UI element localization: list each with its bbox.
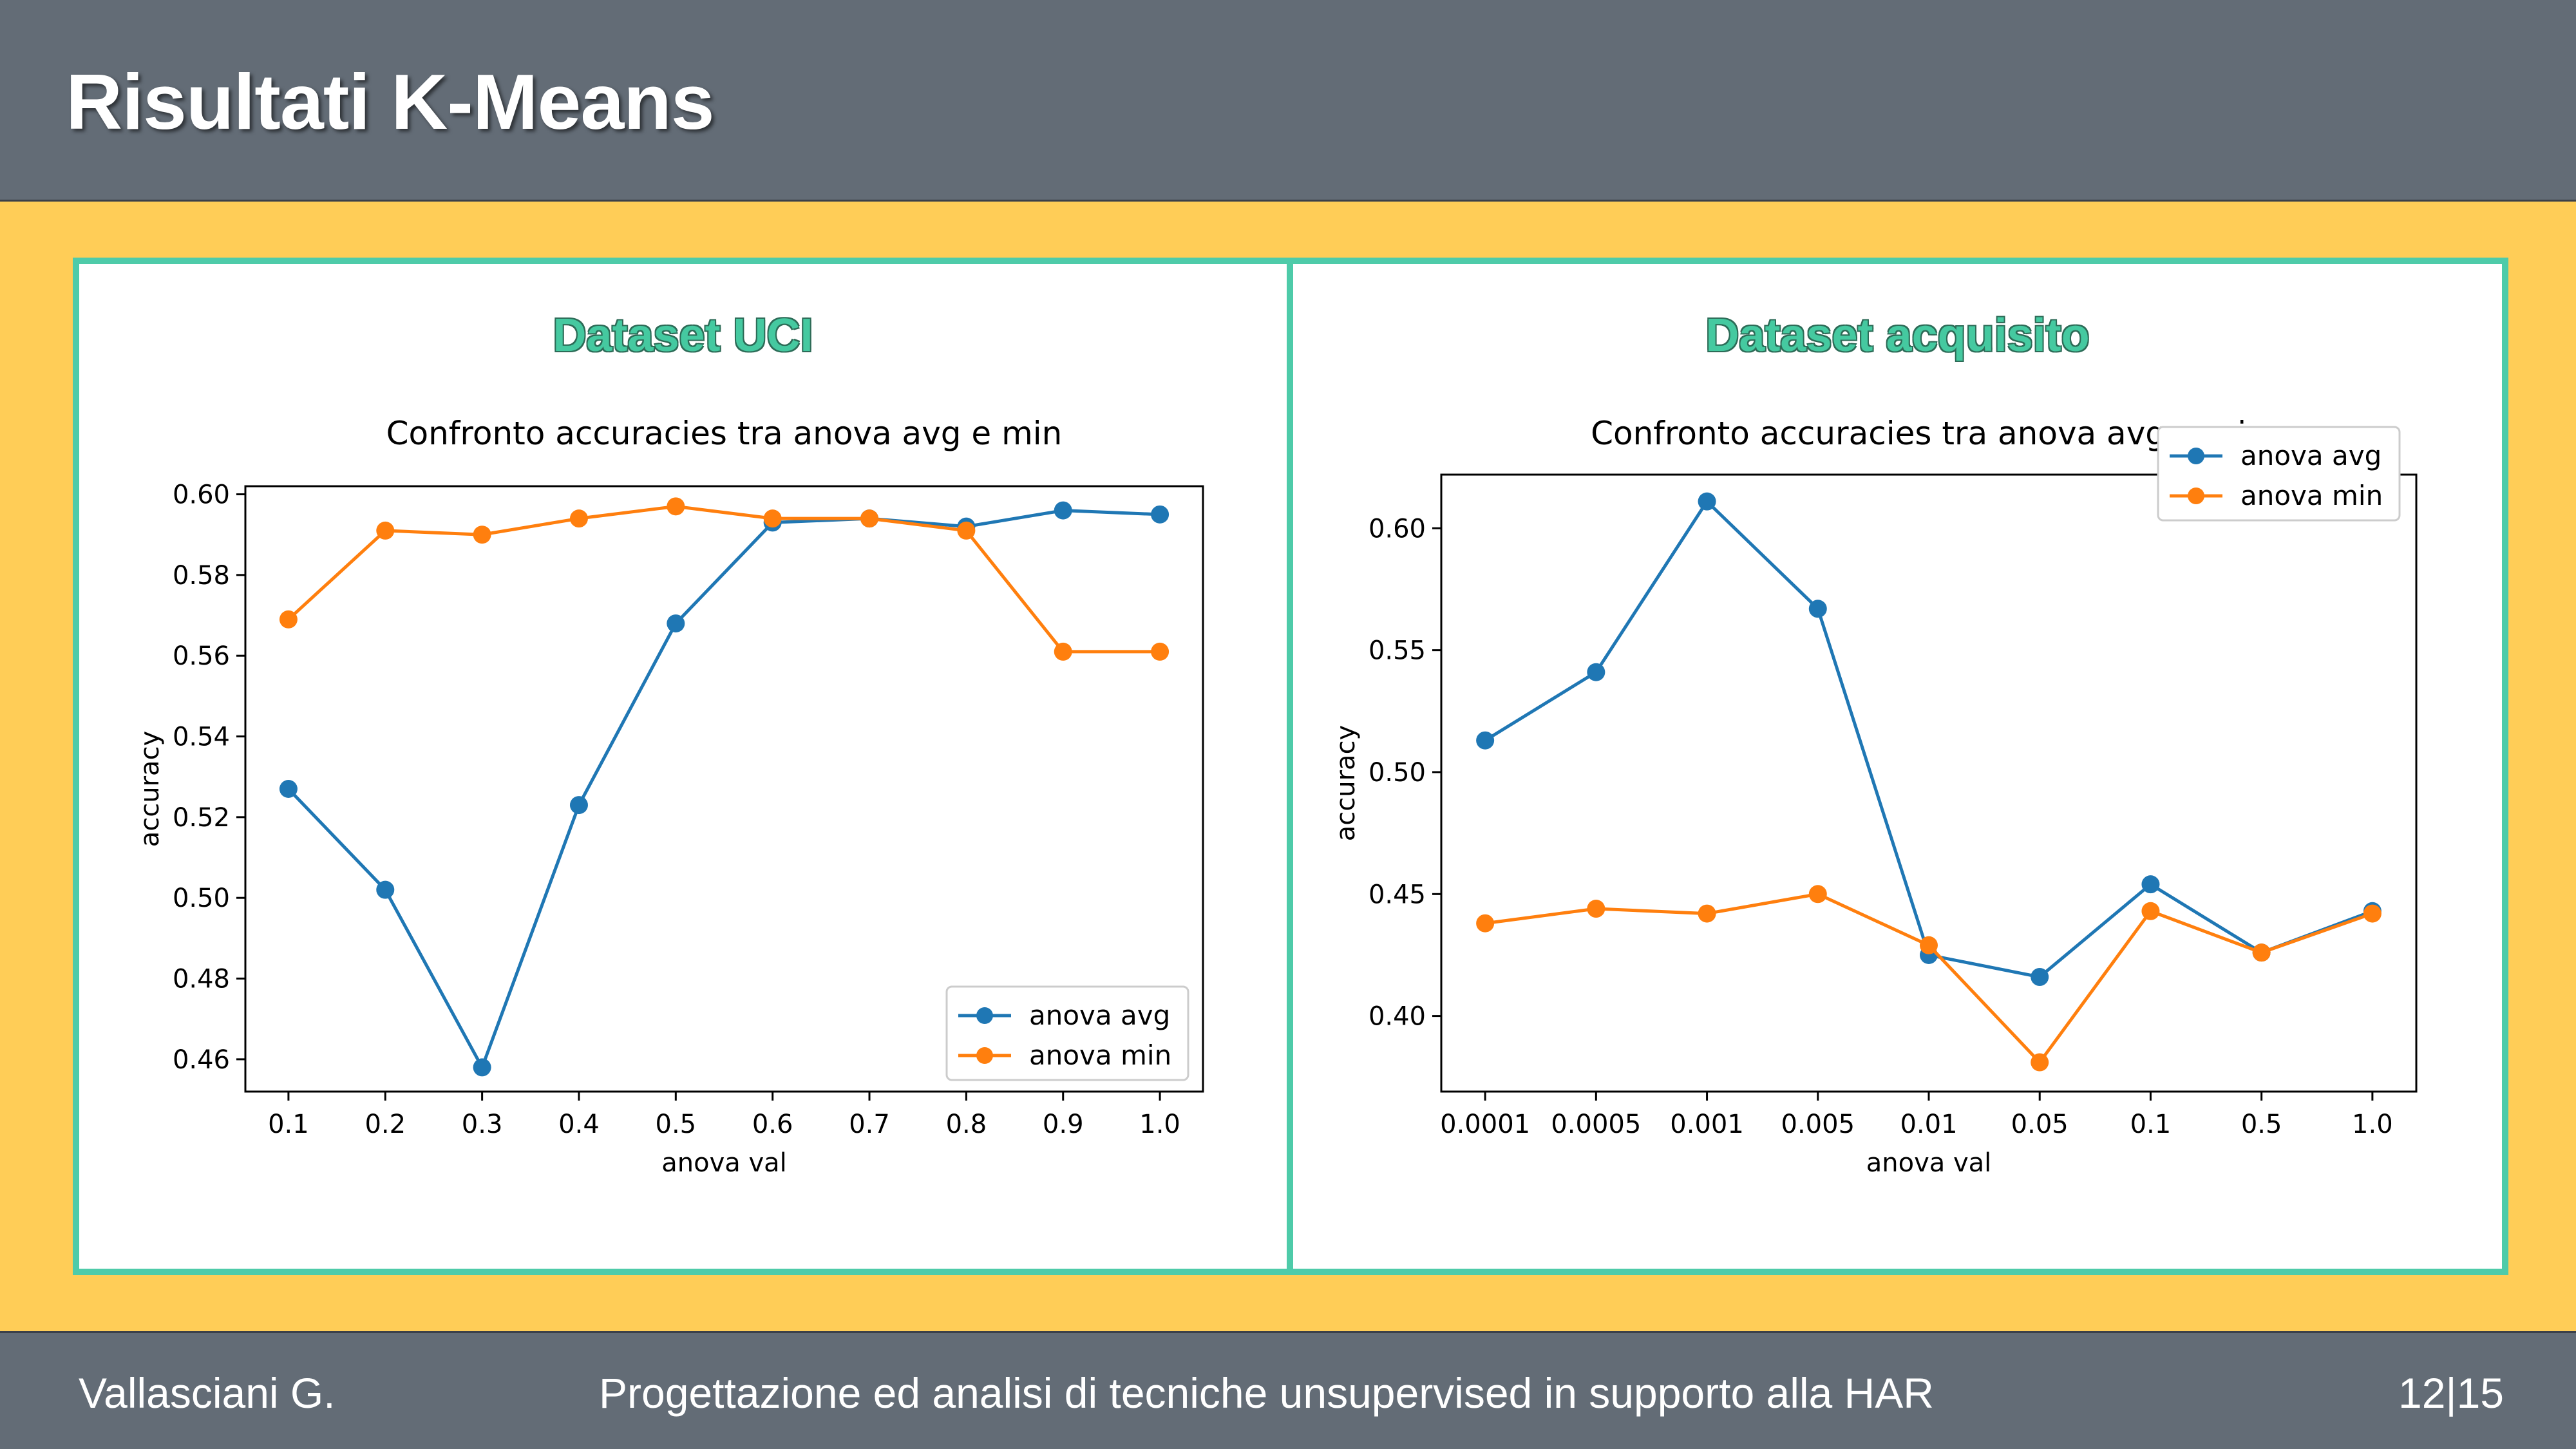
- x-tick-label: 0.7: [849, 1110, 890, 1139]
- x-tick-label: 1.0: [2352, 1110, 2393, 1139]
- data-point: [473, 1058, 491, 1077]
- y-tick-label: 0.58: [173, 561, 230, 591]
- slide-header: Risultati K-Means: [0, 0, 2576, 200]
- panel-heading: Dataset UCI: [553, 310, 813, 361]
- y-tick-label: 0.56: [173, 641, 230, 671]
- data-point: [473, 526, 491, 544]
- x-tick-label: 0.3: [462, 1110, 503, 1139]
- data-point: [1698, 904, 1716, 923]
- series-line: [1484, 498, 2373, 979]
- panel-heading: Dataset acquisito: [1705, 310, 2090, 361]
- line-chart-acquisito: Confronto accuracies tra anova avg e min…: [1331, 415, 2418, 1178]
- x-tick-label: 0.9: [1043, 1110, 1084, 1139]
- y-tick-label: 0.45: [1368, 880, 1426, 909]
- x-tick-label: 0.1: [268, 1110, 309, 1139]
- data-point: [763, 509, 782, 528]
- y-axis-label: accuracy: [1331, 725, 1361, 841]
- data-point: [2141, 875, 2160, 894]
- x-tick-label: 0.0001: [1440, 1110, 1530, 1139]
- y-axis-label: accuracy: [135, 731, 165, 847]
- x-tick-label: 1.0: [1139, 1110, 1180, 1139]
- plot-frame: [244, 485, 1204, 1093]
- data-point: [569, 509, 588, 528]
- data-point: [1808, 600, 1827, 618]
- data-point: [279, 610, 298, 629]
- x-tick-label: 0.0005: [1551, 1110, 1641, 1139]
- footer-author: Vallasciani G.: [79, 1369, 336, 1417]
- x-tick-label: 0.4: [558, 1110, 600, 1139]
- data-point: [1054, 642, 1072, 661]
- data-point: [1476, 731, 1495, 750]
- data-point: [1920, 936, 1938, 954]
- x-tick-label: 0.5: [656, 1110, 697, 1139]
- footer-subject: Progettazione ed analisi di tecniche uns…: [599, 1369, 1934, 1417]
- y-tick-label: 0.50: [1368, 758, 1426, 788]
- series-line: [287, 509, 1160, 1072]
- y-tick-label: 0.55: [1368, 636, 1426, 666]
- x-tick-label: 0.001: [1670, 1110, 1744, 1139]
- data-point: [1698, 492, 1716, 511]
- data-point: [957, 521, 976, 540]
- x-axis-label: anova val: [1866, 1148, 1992, 1178]
- data-point: [1808, 885, 1827, 904]
- x-tick-label: 0.8: [946, 1110, 987, 1139]
- legend-marker: [2188, 488, 2204, 504]
- legend-marker: [2188, 448, 2204, 464]
- y-tick-label: 0.40: [1368, 1002, 1426, 1032]
- data-point: [860, 509, 879, 528]
- data-point: [2252, 943, 2271, 962]
- data-point: [667, 614, 685, 633]
- y-tick-label: 0.60: [173, 480, 230, 510]
- x-tick-label: 0.005: [1781, 1110, 1855, 1139]
- data-point: [1587, 900, 1605, 918]
- y-tick-label: 0.52: [173, 803, 230, 833]
- series-line: [1484, 892, 2373, 1065]
- plot-frame: [1440, 473, 2418, 1093]
- y-tick-label: 0.48: [173, 965, 230, 994]
- data-point: [2031, 968, 2049, 987]
- y-tick-label: 0.50: [173, 884, 230, 913]
- x-axis-label: anova val: [661, 1148, 787, 1178]
- data-point: [1587, 663, 1605, 681]
- legend-label: anova min: [2240, 480, 2383, 511]
- data-point: [376, 521, 395, 540]
- data-point: [569, 796, 588, 815]
- legend-marker: [976, 1007, 993, 1024]
- legend-label: anova avg: [1029, 999, 1170, 1031]
- y-tick-label: 0.46: [173, 1045, 230, 1075]
- slide-footer: Vallasciani G. Progettazione ed analisi …: [0, 1333, 2576, 1449]
- y-tick-label: 0.54: [173, 723, 230, 752]
- data-point: [2141, 902, 2160, 920]
- chart-panel-uci: Dataset UCI Confronto accuracies tra ano…: [73, 258, 1293, 1275]
- line-chart-uci: Confronto accuracies tra anova avg e min…: [135, 415, 1204, 1178]
- data-point: [376, 880, 395, 899]
- chart-title: Confronto accuracies tra anova avg e min: [386, 415, 1063, 452]
- data-point: [2031, 1053, 2049, 1072]
- x-tick-label: 0.6: [752, 1110, 793, 1139]
- data-point: [1151, 505, 1170, 524]
- data-point: [1054, 501, 1072, 520]
- series-line: [287, 504, 1160, 654]
- data-point: [667, 497, 685, 516]
- x-tick-label: 0.01: [1900, 1110, 1957, 1139]
- x-tick-label: 0.2: [365, 1110, 406, 1139]
- y-tick-label: 0.60: [1368, 514, 1426, 544]
- legend-label: anova avg: [2240, 440, 2382, 471]
- x-tick-label: 0.05: [2011, 1110, 2069, 1139]
- data-point: [279, 780, 298, 798]
- legend-label: anova min: [1029, 1039, 1171, 1071]
- slide-title: Risultati K-Means: [66, 58, 715, 146]
- x-tick-label: 0.1: [2130, 1110, 2172, 1139]
- chart-title: Confronto accuracies tra anova avg e min: [1591, 415, 2267, 452]
- x-tick-label: 0.5: [2241, 1110, 2282, 1139]
- data-point: [1151, 642, 1170, 661]
- data-point: [2363, 904, 2382, 923]
- chart-panel-acquisito: Dataset acquisito Confronto accuracies t…: [1287, 258, 2508, 1275]
- data-point: [1476, 914, 1495, 933]
- legend-marker: [976, 1047, 993, 1064]
- page-number: 12|15: [2398, 1369, 2504, 1417]
